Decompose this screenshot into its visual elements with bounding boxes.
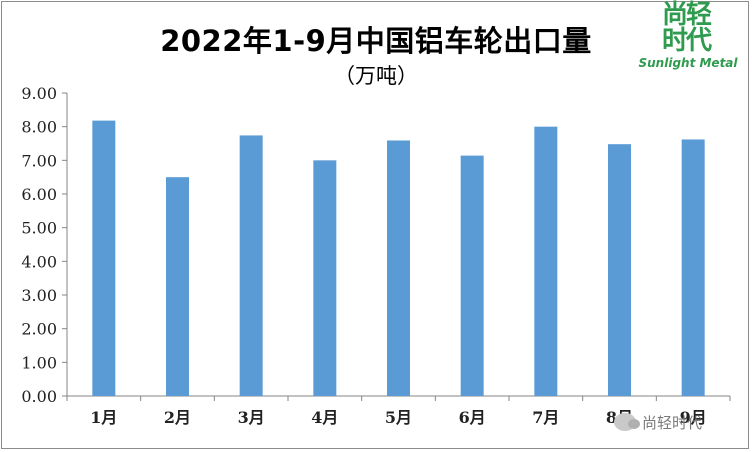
bar bbox=[313, 160, 337, 396]
bar bbox=[166, 177, 189, 396]
logo-english-text: Sunlight Metal bbox=[638, 56, 738, 70]
watermark-text: 尚轻时代 bbox=[642, 413, 703, 432]
x-category-label: 6月 bbox=[459, 408, 486, 427]
y-tick-label: 9.00 bbox=[21, 84, 57, 103]
y-tick-label: 2.00 bbox=[21, 320, 57, 339]
bar bbox=[460, 155, 484, 396]
y-tick-label: 0.00 bbox=[21, 387, 57, 406]
chart-subtitle: （万吨） bbox=[334, 64, 418, 88]
y-tick-label: 8.00 bbox=[21, 118, 57, 137]
y-tick-label: 4.00 bbox=[21, 252, 57, 271]
bar bbox=[608, 144, 631, 396]
y-tick-label: 6.00 bbox=[21, 185, 57, 204]
x-category-label: 1月 bbox=[90, 408, 117, 427]
y-tick-label: 5.00 bbox=[21, 219, 57, 238]
bar bbox=[681, 139, 705, 396]
x-category-label: 3月 bbox=[238, 408, 265, 427]
watermark: 尚轻时代 bbox=[614, 408, 702, 436]
bar bbox=[239, 135, 263, 397]
y-tick-label: 7.00 bbox=[21, 151, 57, 170]
y-tick-label: 1.00 bbox=[21, 353, 57, 372]
bar bbox=[387, 140, 410, 396]
y-tick-label: 3.00 bbox=[21, 286, 57, 305]
bar bbox=[534, 126, 558, 397]
logo-chinese-text: 尚轻时代 bbox=[660, 0, 712, 56]
x-category-label: 9月 bbox=[680, 408, 707, 427]
x-category-label: 4月 bbox=[311, 408, 338, 427]
x-category-label: 2月 bbox=[164, 408, 191, 427]
chart-title: 2022年1-9月中国铝车轮出口量 bbox=[160, 24, 592, 58]
sunlight-metal-logo: 尚轻时代 Sunlight Metal bbox=[632, 2, 744, 74]
x-category-label: 7月 bbox=[532, 408, 559, 427]
bar bbox=[92, 120, 116, 397]
x-category-label: 5月 bbox=[385, 408, 412, 427]
wechat-icon bbox=[614, 413, 640, 431]
